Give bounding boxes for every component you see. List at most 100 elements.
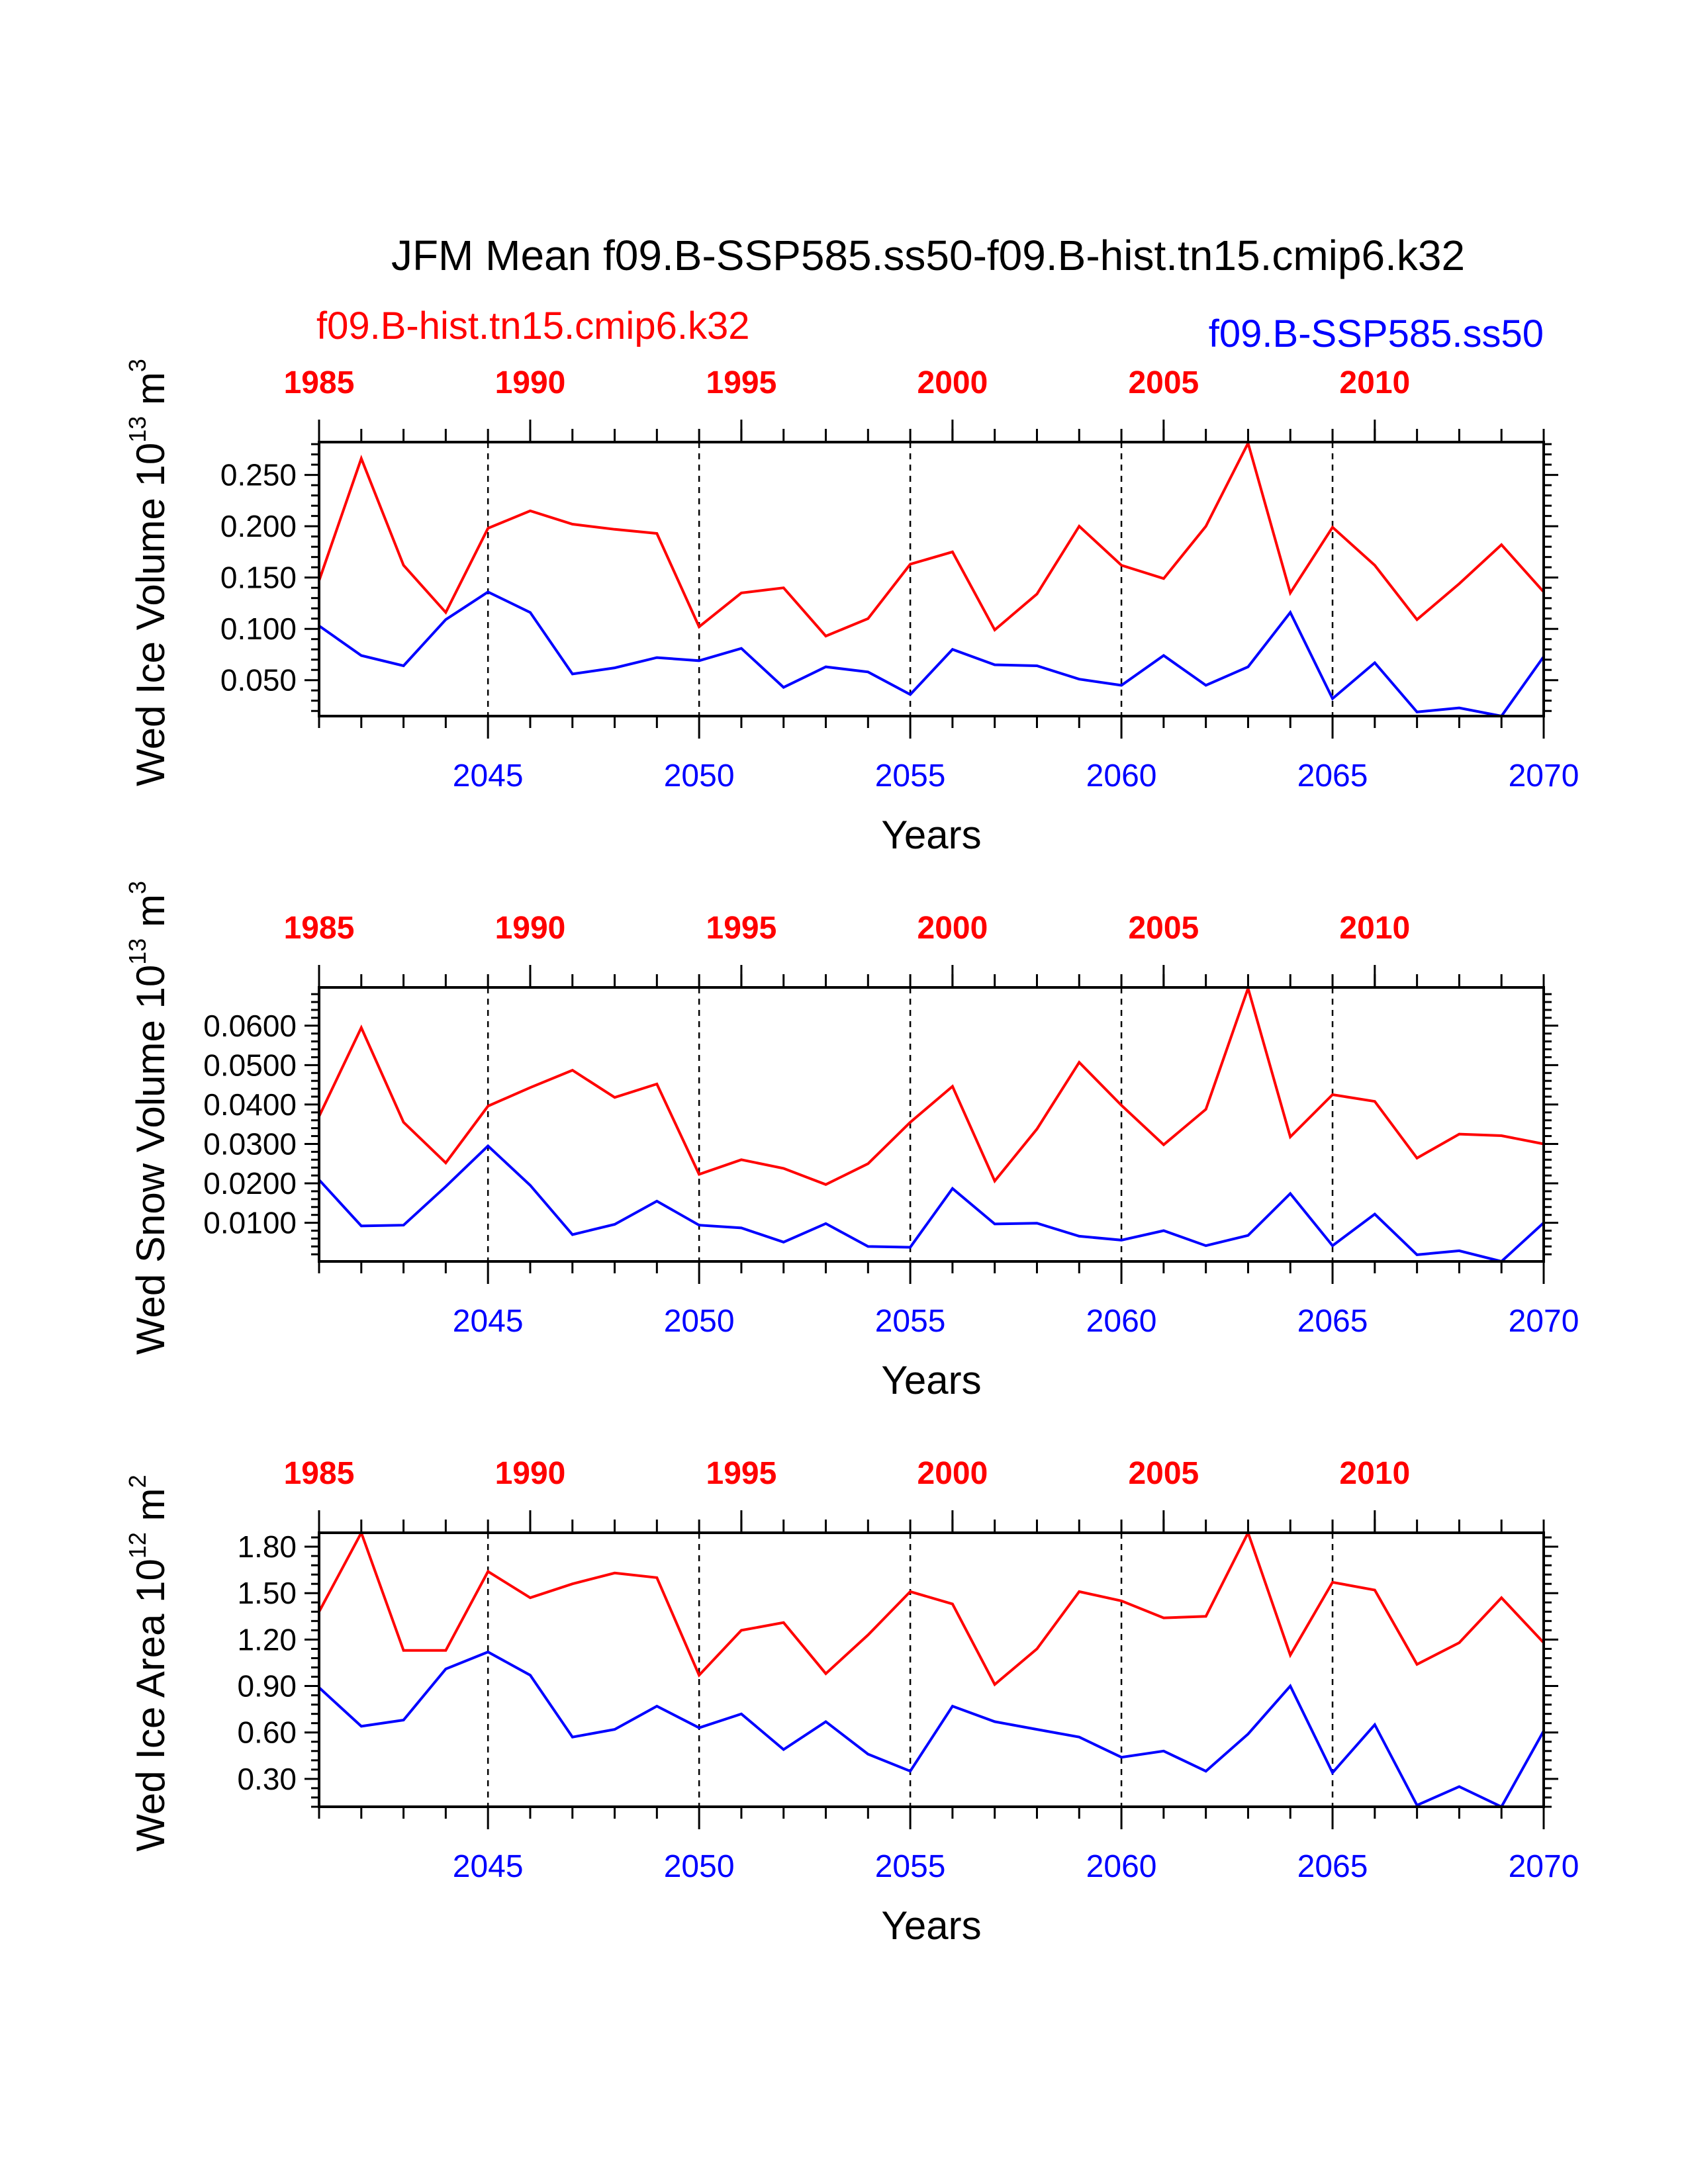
bottom-year-label: 2070 — [1509, 758, 1579, 794]
top-year-label: 1990 — [495, 911, 566, 946]
top-year-label: 1990 — [495, 365, 566, 400]
bottom-year-label: 2065 — [1297, 758, 1368, 794]
y-tick-label: 0.100 — [220, 612, 297, 646]
y-axis-title-text: Wed Ice Area 10 — [128, 1559, 173, 1852]
top-year-label: 1985 — [284, 1456, 355, 1491]
top-year-labels: 1985 1990 1995 2000 2005 2010 — [284, 365, 1411, 400]
plot-border — [318, 1531, 1545, 1808]
bottom-year-label: 2050 — [664, 758, 735, 794]
y-tick-label: 0.0200 — [203, 1166, 297, 1201]
bottom-year-label: 2060 — [1086, 1849, 1157, 1884]
y-tick-label: 0.0400 — [203, 1087, 297, 1122]
top-year-label: 1995 — [706, 365, 777, 400]
x-axis-title: Years — [881, 813, 981, 857]
top-year-label: 2010 — [1339, 365, 1410, 400]
top-year-label: 2005 — [1128, 911, 1199, 946]
top-year-label: 1985 — [284, 911, 355, 946]
y-tick-label: 0.0300 — [203, 1126, 297, 1161]
bottom-year-label: 2055 — [875, 1304, 946, 1339]
vertical-grid-lines — [487, 1533, 1334, 1807]
top-year-label: 2005 — [1128, 1456, 1199, 1491]
bottom-year-label: 2060 — [1086, 1304, 1157, 1339]
top-year-label: 2010 — [1339, 911, 1410, 946]
y-tick-label: 0.30 — [237, 1762, 297, 1796]
y-axis-title-exponent: 13 — [124, 416, 151, 443]
legend-hist-label: f09.B-hist.tn15.cmip6.k32 — [316, 304, 749, 347]
bottom-year-label: 2050 — [664, 1849, 735, 1884]
hist-series-polyline — [318, 1529, 1545, 1687]
y-axis-ticks: 1.80 1.50 1.20 0.90 0.60 0.30 — [237, 1529, 1558, 1808]
ssp-series-polyline — [318, 590, 1545, 718]
plot-border — [318, 986, 1545, 1263]
y-axis-ticks: 0.0600 0.0500 0.0400 0.0300 0.0200 0.0100 — [203, 993, 1558, 1255]
plot-frame — [318, 986, 1545, 1263]
y-axis-title-text: Wed Snow Volume 10 — [128, 965, 173, 1355]
y-axis-ticks: 0.250 0.200 0.150 0.100 0.050 — [220, 443, 1558, 712]
y-axis-title-unit-exponent: 3 — [124, 359, 151, 372]
series-hist-line — [318, 1529, 1545, 1687]
y-tick-label: 1.50 — [237, 1576, 297, 1610]
y-tick-label: 0.0600 — [203, 1009, 297, 1043]
bottom-year-label: 2045 — [453, 1304, 524, 1339]
ssp-series-polyline — [318, 1650, 1545, 1809]
top-year-label: 1995 — [706, 1456, 777, 1491]
top-year-labels: 1985 1990 1995 2000 2005 2010 — [284, 911, 1411, 946]
y-tick-label: 0.250 — [220, 458, 297, 492]
top-year-labels: 1985 1990 1995 2000 2005 2010 — [284, 1456, 1411, 1491]
top-year-label: 2000 — [917, 365, 988, 400]
top-year-label: 2000 — [917, 1456, 988, 1491]
y-axis-title-exponent: 13 — [124, 938, 151, 965]
y-axis-title-unit: m — [128, 372, 173, 416]
panel-ice-volume: 0.250 0.200 0.150 0.100 0.050 1985 1990 1995 20… — [124, 359, 1579, 857]
plot-border — [318, 441, 1545, 717]
y-tick-label: 0.60 — [237, 1715, 297, 1750]
y-tick-label: 0.200 — [220, 509, 297, 543]
y-tick-label: 0.0500 — [203, 1048, 297, 1082]
bottom-year-label: 2055 — [875, 1849, 946, 1884]
y-axis-title-unit: m — [128, 1488, 173, 1532]
series-ssp-line — [318, 590, 1545, 718]
y-axis-title-unit-exponent: 2 — [124, 1475, 151, 1488]
legend-ssp-label: f09.B-SSP585.ss50 — [1209, 312, 1544, 355]
panel-ice-area: 1.80 1.50 1.20 0.90 0.60 0.30 1985 1990 1995 200… — [124, 1456, 1579, 1948]
top-year-label: 2005 — [1128, 365, 1199, 400]
panel-snow-volume: 0.0600 0.0500 0.0400 0.0300 0.0200 0.0100 198… — [124, 881, 1579, 1402]
bottom-year-label: 2065 — [1297, 1304, 1368, 1339]
x-axis-title: Years — [881, 1903, 981, 1948]
top-year-label: 1995 — [706, 911, 777, 946]
bottom-year-label: 2065 — [1297, 1849, 1368, 1884]
y-axis-title-text: Wed Ice Volume 10 — [128, 443, 173, 786]
y-axis-title: Wed Snow Volume 1013 m3 — [124, 881, 173, 1355]
bottom-year-label: 2055 — [875, 758, 946, 794]
hist-series-polyline — [318, 983, 1544, 1186]
y-tick-label: 0.050 — [220, 663, 297, 698]
bottom-year-labels: 2045 2050 2055 2060 2065 2070 — [453, 1849, 1579, 1884]
y-tick-label: 0.0100 — [203, 1206, 297, 1240]
figure-title: JFM Mean f09.B-SSP585.ss50-f09.B-hist.tn… — [391, 232, 1465, 279]
y-axis-title-unit: m — [128, 894, 173, 938]
y-tick-label: 0.90 — [237, 1669, 297, 1704]
ssp-series-polyline — [318, 1144, 1545, 1263]
y-axis-title-exponent: 12 — [124, 1532, 151, 1559]
vertical-grid-lines — [487, 442, 1334, 716]
hist-series-polyline — [318, 439, 1545, 638]
y-axis-title-unit-exponent: 3 — [124, 881, 151, 894]
y-tick-label: 0.150 — [220, 561, 297, 595]
bottom-year-label: 2050 — [664, 1304, 735, 1339]
x-axis-title: Years — [881, 1358, 981, 1402]
y-axis-title: Wed Ice Volume 1013 m3 — [124, 359, 173, 786]
x-axis-ticks — [318, 965, 1545, 1284]
top-year-label: 1990 — [495, 1456, 566, 1491]
x-axis-ticks — [318, 1510, 1545, 1829]
bottom-year-label: 2045 — [453, 1849, 524, 1884]
series-hist-line — [318, 439, 1545, 638]
plot-frame — [318, 1531, 1545, 1808]
bottom-year-labels: 2045 2050 2055 2060 2065 2070 — [453, 758, 1579, 794]
top-year-label: 2000 — [917, 911, 988, 946]
bottom-year-label: 2070 — [1509, 1849, 1579, 1884]
series-ssp-line — [318, 1650, 1545, 1809]
x-axis-ticks — [318, 420, 1545, 739]
bottom-year-label: 2060 — [1086, 758, 1157, 794]
y-axis-title: Wed Ice Area 1012 m2 — [124, 1475, 173, 1851]
